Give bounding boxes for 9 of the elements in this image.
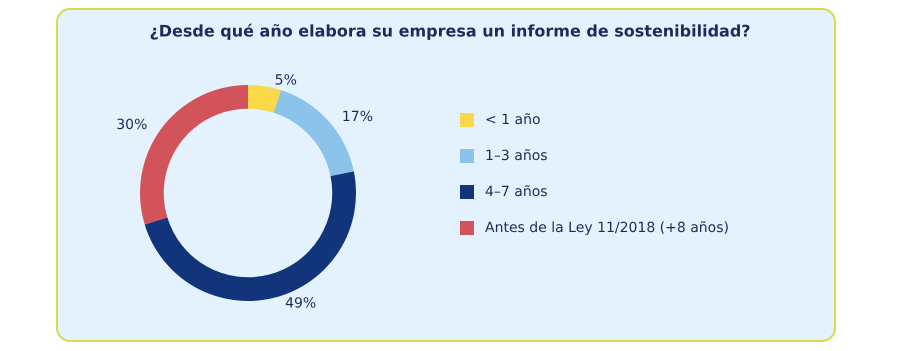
legend-label: < 1 año <box>485 112 541 128</box>
data-label: 5% <box>274 72 297 88</box>
legend-label: Antes de la Ley 11/2018 (+8 años) <box>485 220 730 236</box>
legend-label: 4–7 años <box>485 184 548 200</box>
chart-title: ¿Desde qué año elabora su empresa un informe de sostenibilidad? <box>149 22 751 40</box>
data-label: 17% <box>342 108 373 125</box>
legend-label: 1–3 años <box>485 148 548 164</box>
data-label: 49% <box>285 295 316 312</box>
data-label: 30% <box>116 117 148 134</box>
